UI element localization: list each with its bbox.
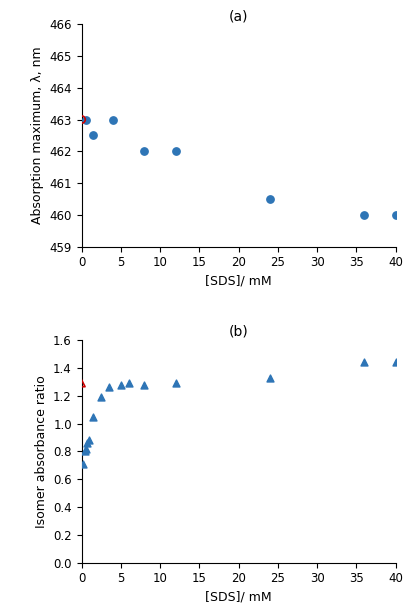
Title: (b): (b) — [229, 325, 248, 339]
Title: (a): (a) — [229, 9, 248, 23]
Point — [78, 115, 85, 125]
Point — [392, 210, 399, 220]
Point — [173, 378, 179, 388]
Point — [141, 380, 148, 390]
Point — [90, 412, 97, 422]
Y-axis label: Isomer absorbance ratio: Isomer absorbance ratio — [35, 375, 48, 528]
Point — [392, 358, 399, 367]
Point — [267, 194, 273, 204]
Point — [110, 115, 116, 125]
Point — [361, 358, 368, 367]
Point — [98, 392, 104, 402]
Y-axis label: Absorption maximum, λ, nm: Absorption maximum, λ, nm — [31, 47, 44, 224]
Point — [118, 380, 124, 390]
Point — [125, 378, 132, 388]
Point — [106, 382, 112, 392]
Point — [82, 115, 89, 125]
Point — [90, 131, 97, 140]
Point — [361, 210, 368, 220]
Point — [86, 436, 93, 445]
Point — [82, 446, 88, 456]
Point — [80, 459, 86, 469]
Point — [84, 438, 90, 448]
Point — [82, 444, 89, 454]
X-axis label: [SDS]/ mM: [SDS]/ mM — [205, 591, 272, 604]
Point — [141, 146, 148, 156]
Point — [173, 146, 179, 156]
Point — [78, 378, 85, 388]
Point — [267, 373, 273, 382]
X-axis label: [SDS]/ mM: [SDS]/ mM — [205, 275, 272, 288]
